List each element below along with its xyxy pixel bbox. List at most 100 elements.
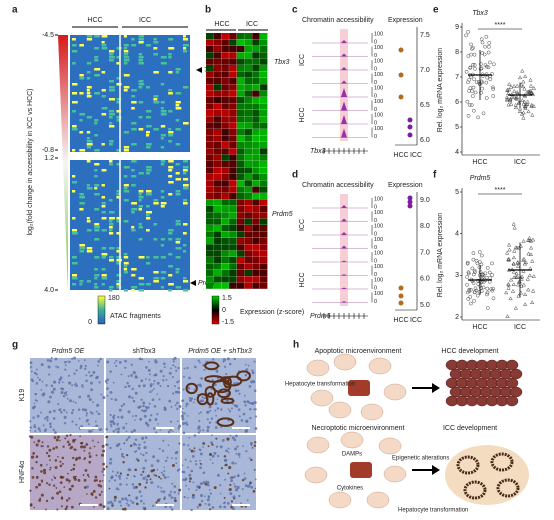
heatmap-cell <box>123 47 128 50</box>
heatmap-cell <box>138 226 143 229</box>
peak <box>341 67 347 70</box>
nucleus <box>132 415 134 418</box>
nucleus <box>182 407 184 410</box>
nucleus <box>119 483 122 486</box>
nucleus <box>243 477 247 481</box>
nucleus <box>175 450 179 454</box>
heatmap-cell <box>79 92 84 95</box>
nucleus <box>156 393 159 395</box>
track-tick: 0 <box>374 80 377 86</box>
dot <box>522 261 528 266</box>
nucleus <box>175 369 178 372</box>
nucleus <box>123 507 127 511</box>
heatmap-cell <box>72 217 76 220</box>
subtitle: Chromatin accessibility <box>302 182 374 189</box>
dot <box>471 85 476 90</box>
heatmap-cell <box>160 134 166 137</box>
heatmap-cell <box>221 173 229 180</box>
heatmap-cell <box>116 217 121 220</box>
nucleus <box>81 384 84 387</box>
nucleus <box>109 500 113 504</box>
heatmap-cell <box>138 289 145 292</box>
nucleus <box>150 481 154 485</box>
dot <box>465 275 469 279</box>
heatmap-cell <box>244 167 252 174</box>
nucleus <box>49 359 53 363</box>
heatmap-cell <box>236 141 245 148</box>
nucleus <box>249 407 252 411</box>
heatmap-cell <box>213 218 222 225</box>
heatmap-cell <box>153 128 159 131</box>
nucleus <box>102 449 106 453</box>
nucleus <box>153 405 157 408</box>
significance: **** <box>495 187 506 194</box>
nucleus <box>223 455 227 458</box>
colorbar <box>97 295 106 325</box>
nucleus <box>135 444 138 447</box>
heatmap-cell <box>131 128 137 131</box>
heatmap-cell <box>94 68 101 71</box>
heatmap-cell <box>116 280 122 283</box>
heatmap-cell <box>175 101 181 104</box>
nucleus <box>117 488 120 491</box>
heatmap-cell <box>123 86 130 89</box>
heatmap-cell <box>138 223 142 226</box>
heatmap-cell <box>72 83 78 86</box>
nucleus <box>176 420 179 422</box>
heatmap-cell <box>252 33 260 40</box>
heatmap-cell <box>252 84 260 91</box>
dot <box>515 282 521 287</box>
heatmap-cell <box>72 101 78 104</box>
arrow-head <box>432 383 440 393</box>
heatmap-cell <box>138 116 143 119</box>
nucleus <box>251 371 255 375</box>
nucleus <box>243 400 246 403</box>
nucleus <box>40 493 44 497</box>
heatmap-cell <box>131 229 136 232</box>
nucleus <box>62 394 66 398</box>
nucleus <box>83 359 86 362</box>
nucleus <box>30 370 33 373</box>
nucleus <box>249 402 252 405</box>
track-tick: 100 <box>374 85 383 91</box>
heatmap-cell <box>101 44 107 47</box>
nucleus <box>85 412 88 415</box>
subtitle: Expression <box>388 17 423 24</box>
heatmap-cell <box>138 128 144 131</box>
heatmap-cell <box>183 280 189 283</box>
heatmap-cell <box>213 71 222 78</box>
tick-label: 5.0 <box>420 302 430 309</box>
nucleus <box>68 481 71 484</box>
heatmap-cell <box>229 122 237 129</box>
cell <box>383 465 407 483</box>
dot <box>508 277 514 282</box>
nucleus <box>173 491 177 494</box>
nucleus <box>85 485 89 489</box>
nucleus <box>110 476 113 480</box>
heatmap-cell <box>244 205 252 212</box>
heatmap-cell <box>79 202 85 205</box>
heatmap-cell <box>146 86 150 89</box>
heatmap-cell <box>213 97 222 104</box>
colorbar-label: -1.5 <box>222 319 234 326</box>
heatmap-cell <box>101 47 108 50</box>
heatmap-cell <box>168 169 173 172</box>
heatmap-cell <box>221 231 229 238</box>
dot <box>473 90 478 95</box>
nucleus <box>81 408 85 412</box>
dot <box>479 253 484 258</box>
heatmap-cell <box>229 180 237 187</box>
heatmap-cell <box>221 180 229 187</box>
heatmap-cell <box>175 268 180 271</box>
heatmap-cell <box>94 229 100 232</box>
heatmap-cell <box>244 84 252 91</box>
heatmap-cell <box>244 173 252 180</box>
heatmap-cell <box>252 135 260 142</box>
nucleus <box>85 379 88 383</box>
heatmap-cell <box>206 205 214 212</box>
x-label: ICC <box>514 324 526 331</box>
heatmap-cell <box>168 289 172 292</box>
nucleus <box>137 446 141 450</box>
heatmap-cell <box>252 205 260 212</box>
nucleus <box>63 409 66 412</box>
